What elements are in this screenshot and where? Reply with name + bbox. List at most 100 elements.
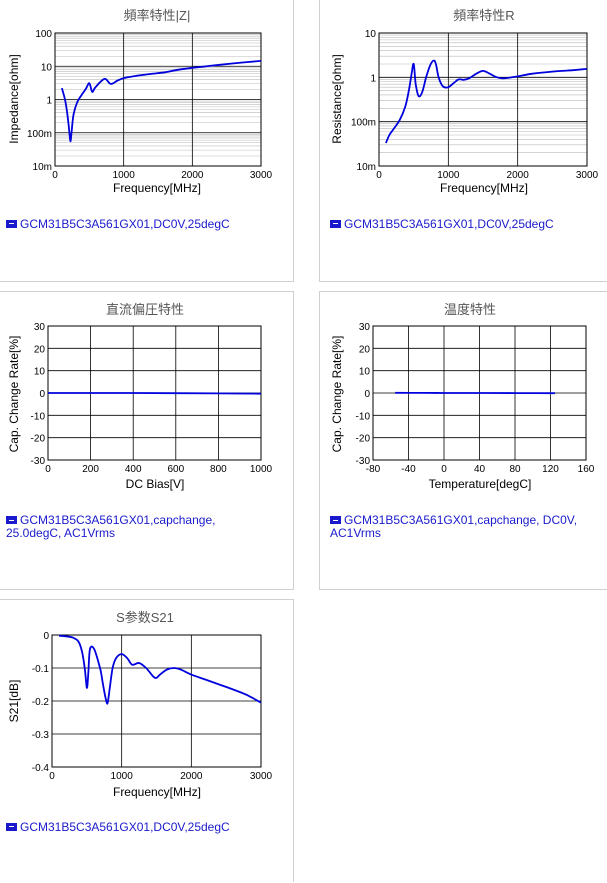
x-tick-label: 80 (509, 464, 521, 475)
y-tick-label: 20 (359, 344, 371, 355)
legend-item[interactable]: GCM31B5C3A561GX01,DC0V,25degC (6, 218, 230, 231)
y-tick-label: -30 (31, 456, 46, 467)
x-axis-label: DC Bias[V] (126, 477, 185, 491)
resistance-chart: 頻率特性R 0 1000 2000 3000 10m 100m 1 10 Frequency[… (320, 0, 607, 282)
chart-title: 直流偏圧特性 (106, 302, 184, 317)
y-tick-label: 100m (27, 129, 52, 140)
x-tick-label: 0 (52, 170, 58, 181)
y-tick-label: 0 (39, 389, 45, 400)
legend-label: GCM31B5C3A561GX01,DC0V,25degC (20, 217, 230, 231)
legend-item[interactable]: GCM31B5C3A561GX01,DC0V,25degC (6, 821, 230, 834)
y-axis-label: Resistance[ohm] (330, 54, 344, 143)
x-tick-label: 0 (45, 464, 51, 475)
y-tick-label: -0.2 (32, 697, 50, 708)
x-tick-label: -40 (401, 464, 416, 475)
x-tick-label: 2000 (181, 170, 204, 181)
y-axis-label: S21[dB] (7, 680, 21, 723)
legend-swatch-icon (6, 516, 17, 524)
y-axis-label: Cap. Change Rate[%] (330, 336, 344, 453)
plot-area: 0 1000 2000 3000 10m 100m 1 10 100 (27, 29, 273, 181)
x-tick-label: 1000 (113, 170, 136, 181)
y-axis-label: Impedance[ohm] (7, 54, 21, 143)
x-axis-label: Frequency[MHz] (113, 785, 201, 799)
x-axis-label: Frequency[MHz] (440, 181, 528, 195)
chart-panel-impedance: 頻率特性|Z| 0 1000 2000 3000 10m 100m 1 10 100 Frequ… (0, 0, 294, 282)
legend-swatch-icon (330, 220, 341, 228)
plot-frame (379, 33, 587, 166)
legend-swatch-icon (6, 823, 17, 831)
y-tick-label: -0.1 (32, 664, 50, 675)
y-tick-label: 10 (34, 367, 46, 378)
x-tick-label: 400 (125, 464, 142, 475)
x-tick-label: 0 (376, 170, 382, 181)
y-tick-label: -10 (356, 411, 371, 422)
y-tick-label: 10 (41, 62, 53, 73)
x-tick-label: 120 (542, 464, 559, 475)
x-tick-label: 1000 (111, 771, 134, 782)
legend-label: GCM31B5C3A561GX01,DC0V,25degC (20, 820, 230, 834)
series-line (386, 60, 587, 143)
y-tick-label: 10 (365, 29, 377, 40)
x-tick-label: 0 (441, 464, 447, 475)
x-tick-label: 600 (167, 464, 184, 475)
chart-panel-dc-bias: 直流偏圧特性 0 200 400 600 800 1000 -30 -20 -10 0 10 20 30… (0, 291, 294, 590)
y-tick-label: 1 (370, 73, 376, 84)
impedance-chart: 頻率特性|Z| 0 1000 2000 3000 10m 100m 1 10 100 Frequ… (0, 0, 294, 282)
y-tick-label: 30 (34, 322, 46, 333)
y-tick-label: 10m (357, 162, 376, 173)
y-tick-label: 1 (46, 96, 52, 107)
dc-bias-chart: 直流偏圧特性 0 200 400 600 800 1000 -30 -20 -10 0 10 20 30… (0, 292, 294, 591)
legend-label: GCM31B5C3A561GX01,capchange, 25.0degC, A… (6, 513, 215, 540)
y-tick-label: 100 (35, 29, 52, 40)
chart-title: S参数S21 (116, 610, 174, 625)
legend-swatch-icon (6, 220, 17, 228)
chart-title: 頻率特性|Z| (124, 8, 191, 23)
s21-chart: S参数S21 0 1000 2000 3000 -0.4 -0.3 -0.2 -0.1 0 Fr… (0, 600, 294, 883)
legend-label: GCM31B5C3A561GX01,capchange, DC0V, AC1Vr… (330, 513, 577, 540)
series-line (48, 393, 261, 394)
y-tick-label: 20 (34, 344, 46, 355)
y-tick-label: -20 (356, 434, 371, 445)
y-tick-label: -20 (31, 434, 46, 445)
y-tick-label: -30 (356, 456, 371, 467)
x-tick-label: 200 (82, 464, 99, 475)
y-tick-label: 0 (364, 389, 370, 400)
y-tick-label: -0.3 (32, 730, 50, 741)
legend-item[interactable]: GCM31B5C3A561GX01,DC0V,25degC (330, 218, 554, 231)
x-tick-label: 40 (474, 464, 486, 475)
x-tick-label: 0 (49, 771, 55, 782)
chart-panel-s21: S参数S21 0 1000 2000 3000 -0.4 -0.3 -0.2 -0.1 0 Fr… (0, 599, 294, 882)
chart-panel-resistance: 頻率特性R 0 1000 2000 3000 10m 100m 1 10 Frequency[… (319, 0, 607, 282)
x-tick-label: 2000 (180, 771, 203, 782)
legend-item[interactable]: GCM31B5C3A561GX01,capchange, DC0V, AC1Vr… (330, 514, 600, 540)
series-line (59, 636, 261, 704)
legend-swatch-icon (330, 516, 341, 524)
y-tick-label: -0.4 (32, 763, 50, 774)
x-tick-label: 160 (578, 464, 595, 475)
y-tick-label: 10 (359, 367, 371, 378)
plot-area: 0 1000 2000 3000 10m 100m 1 10 (351, 29, 599, 181)
x-tick-label: 1000 (437, 170, 460, 181)
x-tick-label: 2000 (507, 170, 530, 181)
legend-label: GCM31B5C3A561GX01,DC0V,25degC (344, 217, 554, 231)
y-tick-label: 30 (359, 322, 371, 333)
x-axis-label: Frequency[MHz] (113, 181, 201, 195)
y-tick-label: -10 (31, 411, 46, 422)
x-tick-label: 800 (210, 464, 227, 475)
chart-title: 温度特性 (444, 302, 496, 317)
plot-area: 0 200 400 600 800 1000 -30 -20 -10 0 10 20 30 (31, 322, 273, 475)
x-tick-label: 3000 (250, 170, 273, 181)
x-tick-label: 3000 (576, 170, 599, 181)
y-tick-label: 10m (33, 162, 52, 173)
plot-area: 0 1000 2000 3000 -0.4 -0.3 -0.2 -0.1 0 (32, 631, 273, 782)
y-tick-label: 0 (43, 631, 49, 642)
y-tick-label: 100m (351, 118, 376, 129)
chart-title: 頻率特性R (453, 8, 514, 23)
legend-item[interactable]: GCM31B5C3A561GX01,capchange, 25.0degC, A… (6, 514, 266, 540)
x-tick-label: 3000 (250, 771, 273, 782)
y-axis-label: Cap. Change Rate[%] (7, 336, 21, 453)
x-tick-label: 1000 (250, 464, 273, 475)
